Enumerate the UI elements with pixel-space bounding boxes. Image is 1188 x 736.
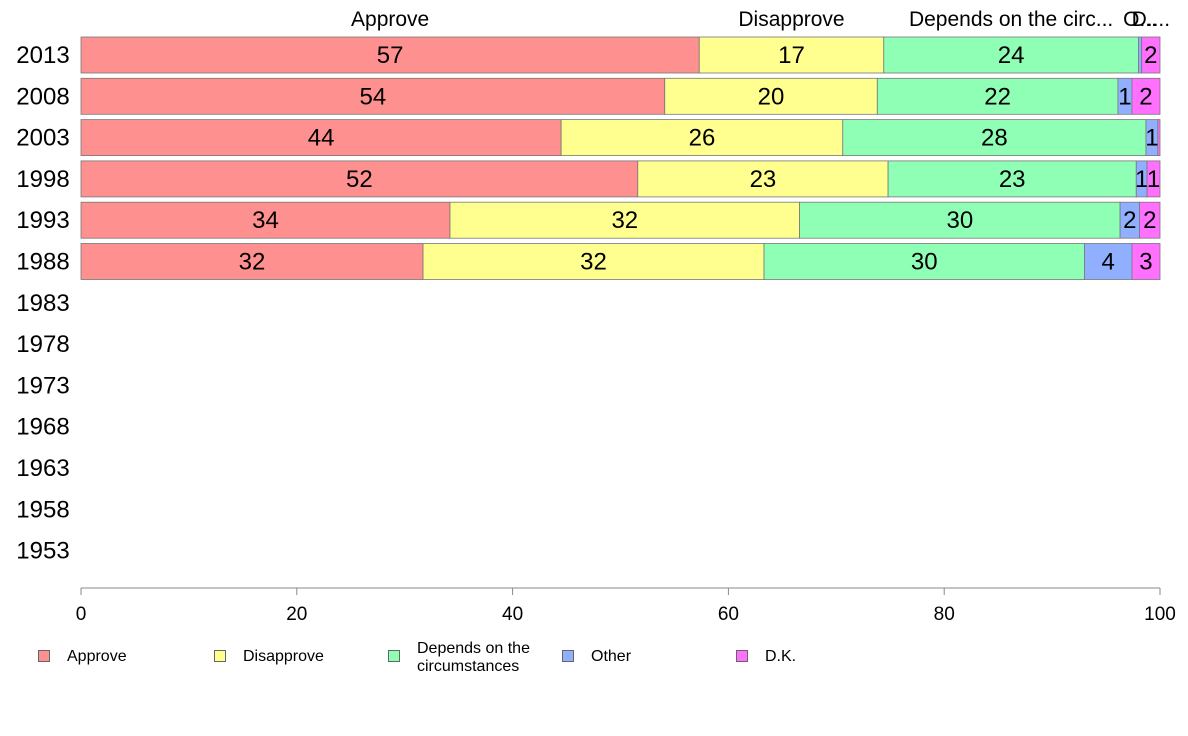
data-label-depends-on-the-circumstances-2008: 22 <box>984 83 1011 110</box>
legend-label-disapprove: Disapprove <box>243 648 324 665</box>
chart-legend: Approve Disapprove Depends on the circum… <box>38 640 1148 690</box>
legend-item-other: Other <box>562 640 631 666</box>
bar-disapprove-1993 <box>449 201 801 239</box>
year-label-1963: 1963 <box>16 455 69 482</box>
data-label-disapprove-2008: 20 <box>758 83 785 110</box>
legend-item-dk: D.K. <box>736 640 796 666</box>
data-label-d-k-2013: 2 <box>1144 42 1157 69</box>
top-series-label-other: O... <box>1123 8 1157 31</box>
year-label-2008: 2008 <box>16 83 69 110</box>
top-series-label-depends-on-the-circumstances: Depends on the circ... <box>909 8 1113 31</box>
bar-depends-on-the-circumstances-2008 <box>876 77 1119 115</box>
data-label-approve-1993: 34 <box>252 207 279 234</box>
data-label-other-1993: 2 <box>1123 207 1136 234</box>
bar-d-k-2008 <box>1131 77 1161 115</box>
legend-label-other: Other <box>591 648 632 665</box>
year-label-1998: 1998 <box>16 166 69 193</box>
data-label-other-2003: 1 <box>1145 125 1158 152</box>
year-label-2013: 2013 <box>16 42 69 69</box>
bar-disapprove-2013 <box>698 36 885 74</box>
x-tick-label-0: 0 <box>76 604 87 625</box>
data-label-other-2008: 1 <box>1118 83 1131 110</box>
data-label-approve-1998: 52 <box>346 166 373 193</box>
legend-item-disapprove: Disapprove <box>214 640 324 666</box>
data-label-other-1998: 1 <box>1135 166 1148 193</box>
year-label-1953: 1953 <box>16 538 69 565</box>
year-label-1983: 1983 <box>16 290 69 317</box>
bar-approve-2013 <box>80 36 700 74</box>
bar-depends-on-the-circumstances-2003 <box>842 119 1147 156</box>
data-label-disapprove-1988: 32 <box>580 249 607 276</box>
bar-disapprove-2008 <box>664 77 878 115</box>
legend-swatch-disapprove <box>214 650 226 662</box>
bar-disapprove-2003 <box>560 119 844 156</box>
legend-label-dk: D.K. <box>765 648 797 665</box>
top-series-label-approve: Approve <box>351 8 429 31</box>
data-label-d-k-1993: 2 <box>1143 207 1156 234</box>
data-label-approve-2003: 44 <box>308 125 335 152</box>
year-label-1968: 1968 <box>16 414 69 441</box>
bar-d-k-1988 <box>1131 243 1161 280</box>
data-label-disapprove-2013: 17 <box>778 42 805 69</box>
top-series-label-disapprove: Disapprove <box>738 8 844 31</box>
year-label-1973: 1973 <box>16 372 69 399</box>
data-label-disapprove-1993: 32 <box>611 207 638 234</box>
year-label-1993: 1993 <box>16 207 69 234</box>
data-label-depends-on-the-circumstances-1998: 23 <box>999 166 1026 193</box>
legend-swatch-other <box>562 650 574 662</box>
x-tick-label-100: 100 <box>1144 604 1176 625</box>
data-label-approve-1988: 32 <box>239 249 266 276</box>
legend-label-approve: Approve <box>67 648 127 665</box>
year-label-1988: 1988 <box>16 249 69 276</box>
x-tick-label-60: 60 <box>718 604 739 625</box>
bar-other-1988 <box>1084 243 1133 280</box>
data-label-d-k-2008: 2 <box>1139 83 1152 110</box>
legend-swatch-dk <box>736 650 748 662</box>
bar-depends-on-the-circumstances-2013 <box>883 36 1139 74</box>
bar-d-k-2003 <box>1157 119 1161 156</box>
data-label-depends-on-the-circumstances-2003: 28 <box>981 125 1008 152</box>
data-label-d-k-1988: 3 <box>1139 249 1152 276</box>
data-label-depends-on-the-circumstances-1993: 30 <box>946 207 973 234</box>
data-label-depends-on-the-circumstances-1988: 30 <box>911 249 938 276</box>
year-label-1958: 1958 <box>16 496 69 523</box>
bar-depends-on-the-circumstances-1993 <box>799 201 1121 239</box>
data-label-depends-on-the-circumstances-2013: 24 <box>998 42 1025 69</box>
data-label-d-k-1998: 1 <box>1147 166 1160 193</box>
top-series-label-d-k: D.... <box>1132 8 1171 31</box>
bar-d-k-1998 <box>1146 160 1161 198</box>
bar-depends-on-the-circumstances-1988 <box>763 243 1085 280</box>
bar-depends-on-the-circumstances-1998 <box>887 160 1137 198</box>
year-label-1978: 1978 <box>16 331 69 358</box>
data-label-other-1988: 4 <box>1102 249 1115 276</box>
year-label-2003: 2003 <box>16 125 69 152</box>
bar-approve-2003 <box>80 119 562 156</box>
bar-d-k-2013 <box>1141 36 1161 74</box>
bar-approve-1993 <box>80 201 451 239</box>
x-tick-label-80: 80 <box>934 604 955 625</box>
legend-swatch-depends <box>388 650 400 662</box>
legend-item-depends: Depends on the circumstances <box>388 640 530 676</box>
data-label-disapprove-1998: 23 <box>750 166 777 193</box>
legend-label-depends: Depends on the circumstances <box>417 640 530 675</box>
bar-other-2013 <box>1138 36 1143 74</box>
x-tick-label-20: 20 <box>286 604 307 625</box>
data-label-disapprove-2003: 26 <box>689 125 716 152</box>
data-label-approve-2013: 57 <box>377 42 404 69</box>
x-tick-label-40: 40 <box>502 604 523 625</box>
legend-swatch-approve <box>38 650 50 662</box>
bar-approve-2008 <box>80 77 666 115</box>
bar-disapprove-1998 <box>637 160 889 198</box>
bar-d-k-1993 <box>1139 201 1161 239</box>
legend-item-approve: Approve <box>38 640 127 666</box>
bar-approve-1988 <box>80 243 424 280</box>
bar-approve-1998 <box>80 160 639 198</box>
bar-disapprove-1988 <box>422 243 765 280</box>
data-label-approve-2008: 54 <box>360 83 387 110</box>
